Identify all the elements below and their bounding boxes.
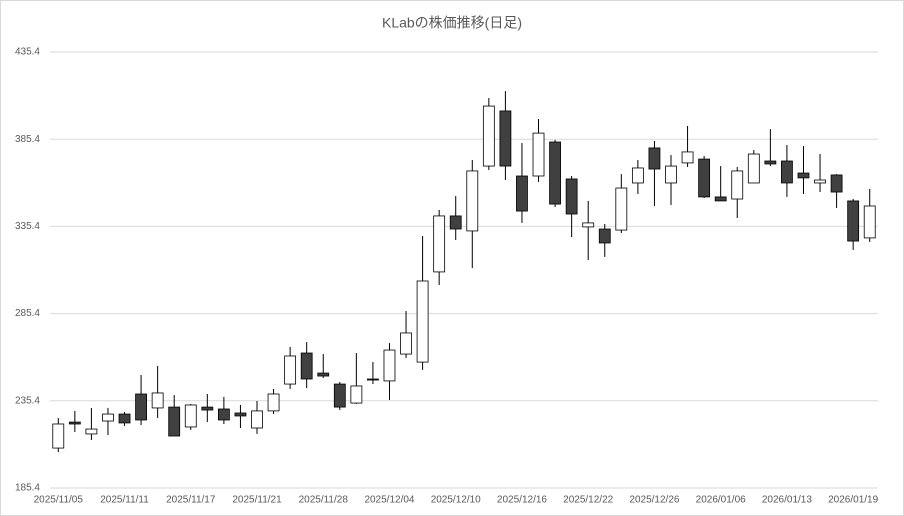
candle-body: [168, 406, 181, 437]
x-tick-label: 2025/11/11: [100, 495, 149, 506]
chart-title: KLabの株価推移(日足): [382, 15, 522, 31]
candle-body: [847, 200, 860, 242]
y-tick-label: 185.4: [15, 483, 40, 494]
x-tick-label: 2025/11/21: [232, 495, 282, 506]
candle-body: [433, 215, 446, 273]
candle-body: [449, 215, 462, 230]
candle-body: [482, 105, 495, 167]
x-tick-label: 2025/12/10: [431, 495, 481, 506]
x-tick-label: 2025/12/04: [364, 495, 414, 506]
candle-body: [367, 378, 379, 381]
candle-body: [267, 393, 280, 412]
candle-body: [466, 170, 479, 232]
x-tick-label: 2025/11/05: [34, 495, 84, 506]
x-tick-label: 2025/12/22: [563, 495, 613, 506]
x-tick-label: 2026/01/19: [828, 495, 878, 506]
candle-body: [598, 228, 611, 244]
y-tick-label: 285.4: [15, 308, 40, 319]
candle-body: [251, 410, 263, 429]
candle-body: [830, 174, 843, 193]
candle-body: [151, 392, 164, 409]
x-tick-label: 2025/11/17: [166, 495, 216, 506]
candle-body: [681, 151, 694, 164]
candle-body: [648, 147, 661, 170]
x-tick-label: 2025/12/16: [497, 495, 547, 506]
candle-body: [781, 160, 793, 184]
candle-body: [516, 175, 528, 212]
candle-body: [731, 170, 744, 200]
candle-body: [217, 408, 230, 421]
candle-body: [317, 372, 330, 377]
candle-body: [532, 132, 545, 177]
candle-body: [714, 196, 727, 202]
candle-body: [102, 413, 114, 422]
candle-body: [135, 393, 147, 421]
x-tick-label: 2026/01/13: [762, 495, 812, 506]
candle-body: [814, 179, 826, 184]
candle-body: [565, 178, 578, 215]
x-tick-label: 2025/11/28: [299, 495, 349, 506]
candle-body: [631, 167, 644, 184]
candle-body: [350, 385, 363, 404]
candle-body: [416, 280, 429, 363]
candle-body: [118, 413, 131, 424]
candle-body: [863, 205, 876, 239]
candle-body: [284, 355, 297, 385]
x-tick-label: 2025/12/26: [629, 495, 679, 506]
candle-body: [68, 421, 81, 425]
candle-body: [615, 187, 628, 231]
candle-body: [400, 332, 412, 355]
candle-body: [747, 153, 760, 184]
candle-body: [582, 222, 595, 228]
candle-body: [300, 352, 313, 380]
candle-body: [234, 412, 247, 417]
candle-body: [698, 158, 711, 198]
candle-body: [797, 172, 810, 179]
candle-body: [383, 349, 396, 382]
candle-body: [333, 383, 346, 408]
candle-body: [85, 428, 98, 435]
candle-body: [549, 141, 561, 205]
candle-body: [201, 406, 214, 411]
y-tick-label: 235.4: [15, 395, 40, 406]
y-tick-label: 435.4: [15, 47, 40, 58]
candle-body: [764, 160, 777, 165]
candle-body: [52, 423, 65, 449]
y-tick-label: 385.4: [15, 134, 40, 145]
y-tick-label: 335.4: [15, 221, 40, 232]
candle-body: [499, 110, 512, 167]
candle-body: [184, 404, 197, 428]
candle-body: [665, 165, 677, 184]
x-tick-label: 2026/01/06: [696, 495, 746, 506]
